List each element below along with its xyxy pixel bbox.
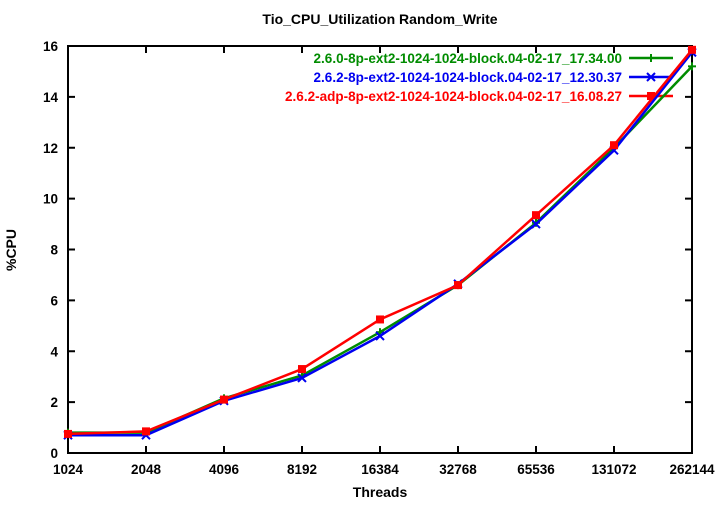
x-tick-label: 4096: [209, 462, 240, 477]
x-tick-label: 8192: [287, 462, 317, 477]
legend-entry: 2.6.2-adp-8p-ext2-1024-1024-block.04-02-…: [285, 89, 673, 104]
legend-entry: 2.6.0-8p-ext2-1024-1024-block.04-02-17_1…: [314, 51, 673, 66]
y-axis-label: %CPU: [3, 229, 19, 271]
square-marker-icon: [610, 141, 618, 150]
square-marker-icon: [64, 429, 72, 438]
y-tick-label: 4: [50, 344, 58, 359]
cross-marker-icon: [297, 373, 307, 383]
square-marker-icon: [298, 365, 306, 374]
chart-title: Tio_CPU_Utilization Random_Write: [262, 11, 497, 27]
data-series: [63, 45, 697, 440]
y-tick-label: 0: [50, 446, 58, 461]
y-tick-label: 10: [43, 192, 58, 207]
x-axis-label: Threads: [353, 484, 408, 500]
square-marker-icon: [688, 45, 696, 54]
square-marker-icon: [454, 281, 462, 290]
series-line: [67, 49, 693, 436]
cross-marker-icon: [531, 219, 541, 229]
x-tick-label: 16384: [361, 462, 399, 477]
cross-marker-icon: [375, 331, 385, 341]
x-tick-label: 32768: [439, 462, 477, 477]
cross-marker-icon: [646, 72, 656, 82]
y-tick-label: 14: [43, 90, 59, 105]
y-tick-label: 12: [43, 141, 58, 156]
series-3: [64, 45, 696, 438]
y-tick-label: 16: [43, 39, 59, 54]
legend-label: 2.6.0-8p-ext2-1024-1024-block.04-02-17_1…: [314, 51, 622, 66]
legend-entry: 2.6.2-8p-ext2-1024-1024-block.04-02-17_1…: [314, 70, 673, 85]
legend-label: 2.6.2-8p-ext2-1024-1024-block.04-02-17_1…: [314, 70, 622, 85]
y-tick-label: 8: [50, 243, 58, 258]
square-marker-icon: [220, 395, 228, 404]
series-1: [64, 62, 696, 437]
square-marker-icon: [142, 427, 150, 436]
x-tick-label: 131072: [591, 462, 636, 477]
x-tick-label: 65536: [517, 462, 555, 477]
series-line: [68, 51, 693, 437]
axis-ticks: 1024 2048 4096 8192 16384 32768 65536 131072 262…: [43, 39, 715, 477]
square-marker-icon: [647, 92, 655, 100]
plot-border: [67, 45, 693, 454]
series-line: [68, 65, 693, 434]
square-marker-icon: [532, 211, 540, 220]
y-tick-label: 2: [50, 395, 58, 410]
x-tick-label: 262144: [669, 462, 715, 477]
x-tick-label: 1024: [53, 462, 84, 477]
y-tick-label: 6: [50, 293, 58, 308]
series-2: [63, 47, 697, 440]
legend-label: 2.6.2-adp-8p-ext2-1024-1024-block.04-02-…: [285, 89, 622, 104]
x-tick-label: 2048: [131, 462, 162, 477]
plot-frame: [67, 45, 693, 454]
square-marker-icon: [376, 315, 384, 324]
legend: 2.6.0-8p-ext2-1024-1024-block.04-02-17_1…: [285, 51, 673, 104]
